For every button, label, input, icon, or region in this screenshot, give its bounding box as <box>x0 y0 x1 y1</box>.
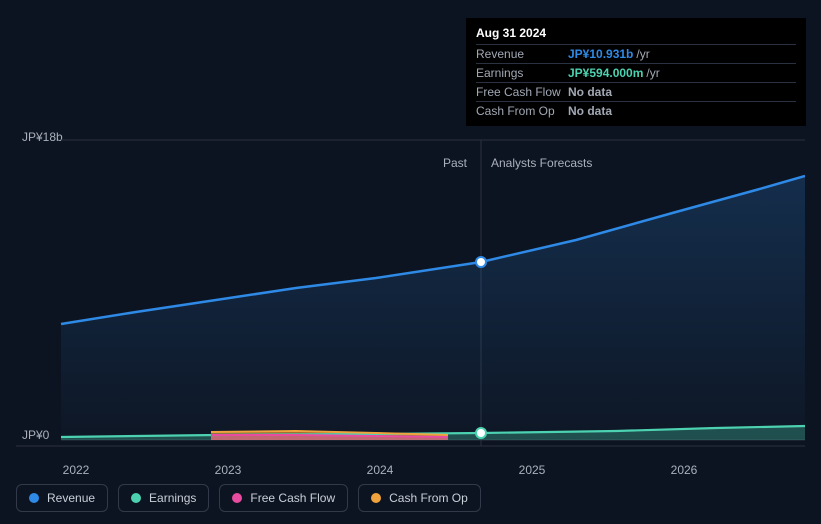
tooltip-row-value: JP¥594.000m <box>568 66 643 80</box>
tooltip-row-label: Revenue <box>476 47 568 61</box>
tooltip-row: RevenueJP¥10.931b/yr <box>476 44 796 63</box>
legend: Revenue Earnings Free Cash Flow Cash From O… <box>16 484 481 512</box>
tooltip-row-label: Cash From Op <box>476 104 568 118</box>
legend-label: Free Cash Flow <box>250 491 335 505</box>
legend-label: Revenue <box>47 491 95 505</box>
x-axis-tick: 2022 <box>63 463 90 477</box>
hover-marker-revenue <box>476 257 486 267</box>
legend-item[interactable]: Free Cash Flow <box>219 484 348 512</box>
legend-dot <box>371 493 381 503</box>
legend-dot <box>131 493 141 503</box>
x-axis-tick: 2024 <box>367 463 394 477</box>
tooltip-row-value: No data <box>568 85 612 99</box>
tooltip-row-value: JP¥10.931b <box>568 47 633 61</box>
x-axis-tick: 2025 <box>519 463 546 477</box>
tooltip-row: EarningsJP¥594.000m/yr <box>476 63 796 82</box>
legend-item[interactable]: Earnings <box>118 484 209 512</box>
tooltip-row-label: Free Cash Flow <box>476 85 568 99</box>
legend-label: Earnings <box>149 491 196 505</box>
tooltip-row-label: Earnings <box>476 66 568 80</box>
legend-item[interactable]: Cash From Op <box>358 484 481 512</box>
tooltip-row: Cash From OpNo data <box>476 101 796 120</box>
tooltip-row-suffix: /yr <box>636 47 649 61</box>
x-axis-tick: 2026 <box>671 463 698 477</box>
hover-marker-earnings <box>476 428 486 438</box>
tooltip-date: Aug 31 2024 <box>476 24 796 44</box>
x-axis: 2022 2023 2024 2025 2026 <box>61 463 805 481</box>
x-axis-tick: 2023 <box>215 463 242 477</box>
legend-label: Cash From Op <box>389 491 468 505</box>
legend-dot <box>232 493 242 503</box>
hover-tooltip: Aug 31 2024 RevenueJP¥10.931b/yrEarnings… <box>466 18 806 126</box>
tooltip-row: Free Cash FlowNo data <box>476 82 796 101</box>
tooltip-row-suffix: /yr <box>646 66 659 80</box>
legend-item[interactable]: Revenue <box>16 484 108 512</box>
tooltip-row-value: No data <box>568 104 612 118</box>
legend-dot <box>29 493 39 503</box>
